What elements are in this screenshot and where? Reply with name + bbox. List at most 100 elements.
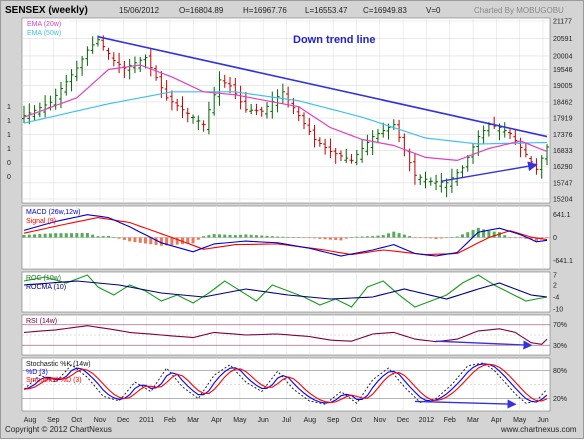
macd-histogram-bar (545, 237, 549, 239)
price-bar (323, 138, 328, 155)
price-bar (301, 112, 306, 130)
macd-histogram-bar (418, 237, 422, 239)
macd-axis-label: -641.1 (553, 258, 573, 265)
price-bar (455, 168, 460, 186)
price-bar (502, 122, 507, 138)
price-bar (80, 56, 85, 76)
price-bar (465, 154, 470, 172)
macd-histogram-bar (107, 236, 111, 238)
macd-histogram-bar (122, 237, 126, 241)
legend-stoch-sd: Smoothed %D (3) (26, 377, 82, 384)
price-bar (53, 88, 58, 110)
macd-histogram-bar (344, 237, 348, 239)
x-tick-label: Sep (47, 417, 60, 424)
price-bar (471, 143, 476, 164)
volume-value: V=0 (426, 6, 441, 15)
macd-histogram-bar (133, 237, 137, 243)
price-bar (539, 155, 544, 179)
price-axis-label: 15204 (553, 197, 573, 204)
price-axis-label: 20591 (553, 36, 573, 43)
macd-histogram-bar (112, 237, 116, 238)
macd-histogram-bar (534, 237, 538, 241)
macd-histogram-bar (524, 237, 528, 239)
price-bar (185, 107, 190, 123)
macd-histogram-bar (313, 237, 317, 239)
date-label: 15/06/2012 (119, 6, 160, 15)
macd-histogram-bar (413, 237, 417, 239)
macd-histogram-bar (59, 233, 63, 238)
price-axis-label: 19546 (553, 67, 573, 74)
macd-histogram-bar (212, 234, 216, 238)
macd-histogram-bar (487, 230, 491, 238)
legend-rocma: ROCMA (10) (26, 284, 66, 291)
price-bar (365, 134, 370, 156)
rsi-divergence-arrow (436, 340, 533, 350)
macd-histogram-bar (128, 237, 132, 242)
macd-histogram-bar (175, 237, 179, 245)
macd-histogram-bar (445, 237, 449, 239)
macd-histogram-bar (38, 234, 42, 238)
price-bar (180, 96, 185, 118)
close-value: C=16949.83 (363, 6, 407, 15)
price-bar (22, 105, 26, 124)
macd-histogram-bar (244, 234, 248, 238)
macd-histogram-bar (334, 237, 338, 241)
x-tick-label: Feb (444, 417, 456, 424)
price-bar (43, 95, 48, 118)
macd-histogram-bar (96, 236, 100, 238)
price-bar (265, 102, 270, 119)
macd-histogram-bar (508, 237, 512, 239)
x-tick-label: May (233, 417, 247, 424)
macd-histogram-bar (117, 237, 121, 239)
rsi-axis-label: 70% (553, 322, 567, 329)
x-tick-label: Nov (374, 417, 387, 424)
macd-histogram-bar (281, 236, 285, 238)
price-bar (275, 89, 280, 113)
left-axis-label: 1 (7, 104, 11, 111)
macd-histogram-bar (497, 232, 501, 238)
macd-histogram-bar (318, 237, 322, 239)
macd-histogram-bar (149, 237, 153, 245)
price-bar (439, 173, 444, 193)
price-bar (106, 47, 111, 60)
macd-histogram-bar (85, 233, 89, 238)
price-bar (375, 129, 380, 142)
stoch-divergence-arrow (414, 399, 517, 409)
macd-histogram-bar (75, 233, 79, 238)
price-bar (418, 174, 423, 185)
price-bar (423, 171, 428, 189)
macd-histogram-bar (228, 234, 232, 238)
open-value: O=16804.89 (179, 6, 224, 15)
price-axis-label: 21177 (553, 19, 572, 26)
indicator-charts (22, 214, 549, 409)
macd-histogram-bar (439, 237, 443, 239)
price-bar (132, 56, 137, 74)
macd-histogram-bar (371, 236, 375, 238)
price-bar (259, 106, 264, 117)
macd-histogram-bar (80, 233, 84, 238)
macd-histogram-bar (138, 237, 142, 243)
price-bar (196, 115, 201, 131)
macd-histogram-bar (159, 237, 163, 246)
macd-histogram-bar (265, 235, 269, 238)
price-bar (243, 91, 248, 113)
price-bar (90, 36, 95, 54)
legend-ema50: EMA (50w) (27, 30, 61, 37)
high-value: H=16967.76 (243, 6, 287, 15)
left-axis-label: 1 (7, 118, 11, 125)
x-tick-label: Dec (117, 417, 130, 424)
macd-histogram-bar (307, 237, 311, 239)
price-bar (508, 129, 513, 140)
legend-macd: MACD (26w,12w) (26, 209, 80, 216)
x-tick-label: Aug (304, 417, 317, 424)
price-bar (37, 102, 42, 118)
x-tick-label: Mar (187, 417, 200, 424)
rsi-line (23, 325, 548, 345)
macd-histogram-bar (482, 229, 486, 238)
left-axis-label: 1 (7, 146, 11, 153)
stoch-smoothed-d-line (23, 363, 548, 404)
signal-line (23, 217, 548, 256)
x-tick-label: Apr (491, 417, 503, 424)
macd-histogram-bar (365, 236, 369, 238)
left-axis-label: 0 (7, 160, 11, 167)
